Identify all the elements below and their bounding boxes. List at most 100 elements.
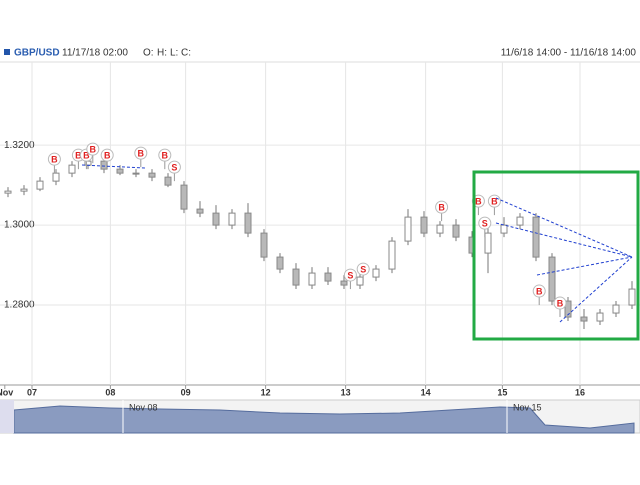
y-tick-label: 1.3200: [4, 140, 35, 151]
candle-body: [356, 276, 364, 286]
candle-body: [260, 232, 268, 258]
annotation-marker: [167, 160, 181, 174]
trade-line: [495, 197, 633, 258]
trade-line: [536, 256, 633, 276]
annotation-label: B: [557, 298, 564, 308]
annotation-label: B: [83, 151, 90, 161]
annotation-marker: [478, 216, 492, 230]
candle-body: [244, 212, 252, 234]
annotation-marker: [435, 200, 449, 214]
trade-line: [495, 222, 633, 258]
trade-lines: [81, 164, 633, 323]
candle-body: [52, 172, 60, 182]
trade-line: [559, 256, 633, 323]
annotation-label: B: [438, 202, 445, 212]
candle-body: [4, 190, 12, 194]
annotation-label: B: [51, 155, 58, 165]
annotation-label: B: [90, 145, 97, 155]
annotation-label: B: [104, 151, 111, 161]
candle-body: [532, 216, 540, 258]
candle-body: [308, 272, 316, 286]
symbol-icon: [4, 49, 10, 55]
ohlc-label: C:: [181, 48, 191, 59]
x-tick-label: 08: [105, 387, 115, 397]
candle-body: [452, 224, 460, 238]
symbol: GBP/USD: [14, 48, 60, 59]
candle-body: [196, 208, 204, 214]
candle-body: [68, 164, 76, 174]
annotation-marker: [86, 142, 100, 156]
candle-body: [580, 316, 588, 322]
annotation-marker: [158, 148, 172, 162]
navigator: Nov 08 Nov 15: [0, 399, 640, 434]
navigator-area: [13, 405, 635, 434]
navigator-handle[interactable]: [0, 400, 14, 433]
candle-body: [276, 256, 284, 270]
ohlc-label: H:: [157, 48, 167, 59]
x-tick-label: Nov: [0, 387, 13, 397]
annotation-label: B: [491, 196, 498, 206]
navigator-label: Nov 15: [513, 402, 542, 412]
candle-body: [436, 224, 444, 234]
annotation-marker: [100, 148, 114, 162]
candle-body: [500, 224, 508, 234]
candle-body: [100, 160, 108, 170]
candle-body: [36, 180, 44, 190]
candle-body: [324, 272, 332, 282]
candle-body: [292, 268, 300, 286]
x-tick-label: 07: [27, 387, 37, 397]
y-tick-label: 1.2800: [4, 300, 35, 311]
annotation-marker: [356, 262, 370, 276]
candle-body: [404, 216, 412, 242]
candle-body: [628, 288, 636, 306]
x-tick-label: 15: [497, 387, 507, 397]
x-tick-label: 13: [341, 387, 351, 397]
annotation-label: B: [162, 151, 169, 161]
annotation-label: B: [475, 196, 482, 206]
annotation-label: B: [75, 151, 82, 161]
highlight-box: [472, 170, 640, 341]
annotation-label: B: [138, 149, 145, 159]
annotation-marker: [343, 268, 357, 282]
date-range: 11/6/18 14:00 - 11/16/18 14:00: [501, 48, 637, 59]
candle-body: [372, 268, 380, 278]
annotation-label: S: [482, 218, 488, 228]
annotation-label: S: [360, 264, 366, 274]
annotation-label: B: [536, 286, 543, 296]
candle-body: [164, 176, 172, 186]
candle-body: [388, 240, 396, 270]
candle-body: [116, 168, 124, 174]
navigator-label: Nov 08: [129, 402, 158, 412]
x-tick-label: 16: [575, 387, 585, 397]
candle-body: [484, 232, 492, 254]
candle-body: [612, 304, 620, 314]
annotation-marker: [134, 146, 148, 160]
ohlc-label: O:: [143, 48, 154, 59]
candle-body: [180, 184, 188, 210]
annotation-label: S: [171, 163, 177, 173]
annotation-marker: [47, 152, 61, 166]
ohlc-label: L:: [170, 48, 178, 59]
datetime: 11/17/18 02:00: [62, 48, 128, 59]
annotation-marker: [553, 296, 567, 310]
candle-body: [548, 256, 556, 302]
candle-body: [340, 280, 348, 286]
candle-body: [132, 172, 140, 175]
candle-body: [20, 188, 28, 192]
x-tick-label: 14: [421, 387, 431, 397]
x-tick-label: 09: [181, 387, 191, 397]
y-tick-label: 1.3000: [4, 220, 35, 231]
candle-body: [148, 172, 156, 178]
x-tick-label: 12: [261, 387, 271, 397]
candle-body: [516, 216, 524, 226]
candle-body: [564, 300, 572, 318]
candle-body: [212, 212, 220, 226]
candle-body: [596, 312, 604, 322]
candle-body: [228, 212, 236, 226]
annotation-marker: [532, 284, 546, 298]
trade-line: [81, 164, 146, 169]
candle-body: [420, 216, 428, 234]
annotation-label: S: [347, 270, 353, 280]
